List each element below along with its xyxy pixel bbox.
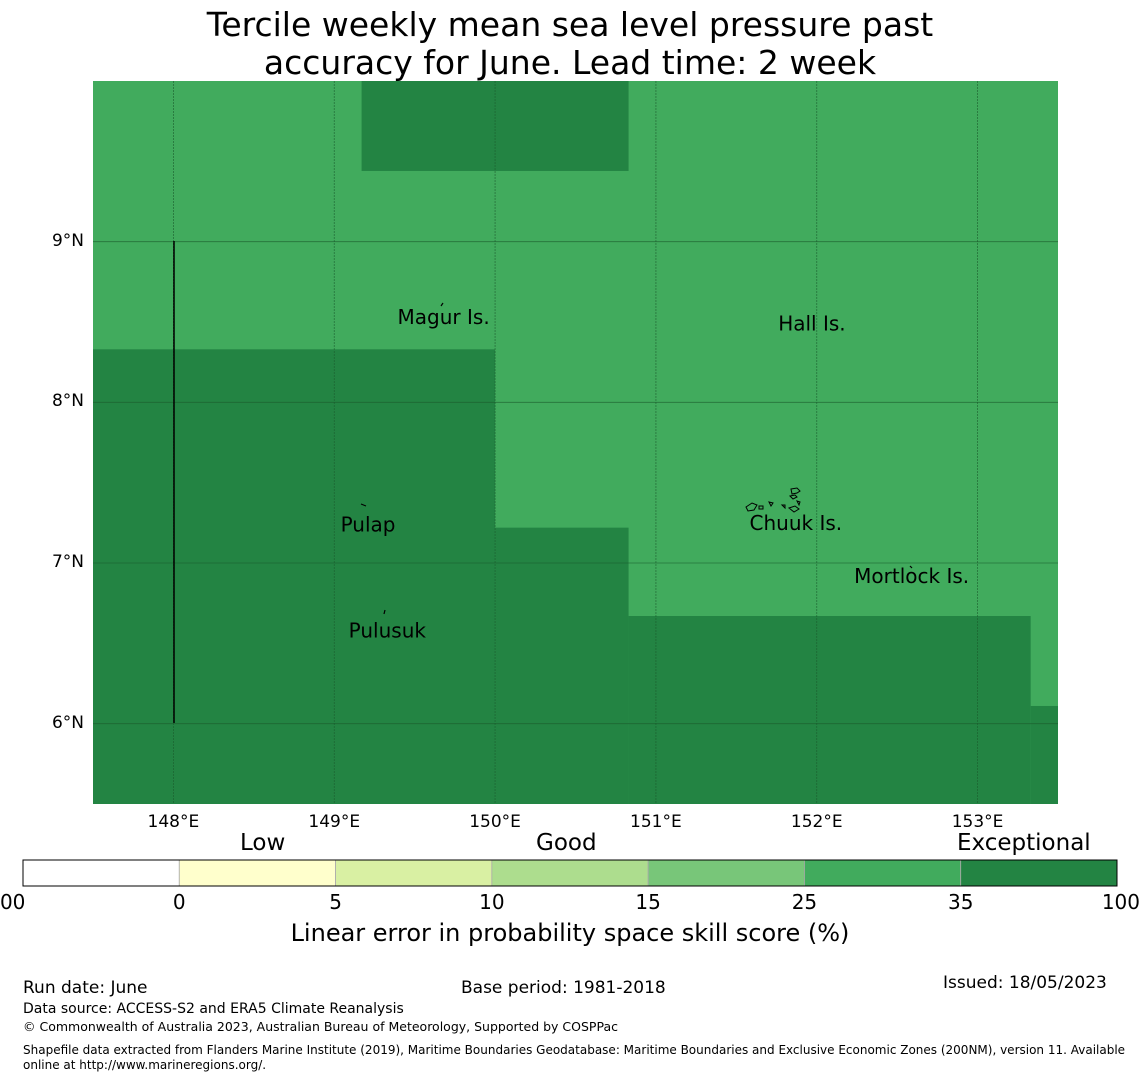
place-label: Pulap bbox=[341, 512, 396, 536]
latitude-label: 7°N bbox=[51, 552, 84, 572]
place-label: Hall Is. bbox=[778, 312, 845, 336]
issued-date: Issued: 18/05/2023 bbox=[943, 973, 1107, 993]
base-period: Base period: 1981-2018 bbox=[461, 978, 666, 998]
colorbar-segment bbox=[647, 859, 805, 887]
colorbar-category-exceptional: Exceptional bbox=[957, 830, 1091, 856]
place-label: Mortlock Is. bbox=[854, 564, 969, 588]
chuuk-islands-outline bbox=[745, 487, 801, 513]
exceptional-region-2 bbox=[495, 527, 629, 804]
colorbar-category-good: Good bbox=[536, 830, 597, 856]
colorbar-frame bbox=[22, 859, 1118, 887]
colorbar-tick-label: 25 bbox=[791, 890, 818, 914]
colorbar-label: Linear error in probability space skill … bbox=[290, 919, 850, 947]
longitude-label: 149°E bbox=[308, 812, 361, 832]
place-label: Chuuk Is. bbox=[750, 511, 843, 535]
latitude-label: 9°N bbox=[51, 230, 84, 251]
colorbar-segment bbox=[960, 859, 1118, 887]
longitude-label: 148°E bbox=[147, 812, 200, 832]
chart-title-line-1: Tercile weekly mean sea level pressure p… bbox=[206, 5, 934, 44]
small-island-marks bbox=[360, 302, 913, 615]
longitude-label: 152°E bbox=[790, 812, 843, 832]
colorbar-tick-label: 0 bbox=[172, 890, 186, 914]
copyright: © Commonwealth of Australia 2023, Austra… bbox=[23, 1019, 618, 1034]
latitude-label: 8°N bbox=[51, 391, 84, 412]
exceptional-region-4 bbox=[1030, 705, 1058, 804]
place-label: Magur Is. bbox=[398, 305, 490, 329]
exceptional-region-3 bbox=[628, 616, 1031, 804]
colorbar-tick-label: 10 bbox=[479, 890, 505, 914]
colorbar-segment bbox=[178, 859, 336, 887]
colorbar-tick-label: 100 bbox=[1101, 890, 1140, 914]
longitude-label: 150°E bbox=[469, 812, 521, 832]
place-label: Pulusuk bbox=[349, 618, 427, 642]
colorbar-tick-label: -100 bbox=[0, 890, 26, 914]
shapefile-credit: Shapefile data extracted from Flanders M… bbox=[23, 1043, 1126, 1072]
colorbar-category-low: Low bbox=[240, 830, 286, 856]
run-date: Run date: June bbox=[23, 978, 148, 998]
exceptional-region-0 bbox=[361, 81, 629, 171]
colorbar-tick-label: 15 bbox=[635, 890, 661, 914]
colorbar-segment bbox=[491, 859, 649, 887]
data-source: Data source: ACCESS-S2 and ERA5 Climate … bbox=[23, 1001, 404, 1017]
latitude-label: 6°N bbox=[51, 712, 84, 733]
exceptional-regions bbox=[93, 81, 1058, 804]
longitude-label: 151°E bbox=[630, 812, 682, 832]
colorbar-segment bbox=[335, 859, 493, 887]
colorbar-segment bbox=[804, 859, 962, 887]
exceptional-region-1 bbox=[93, 349, 496, 804]
colorbar-tick-label: 5 bbox=[329, 890, 342, 914]
colorbar-segment bbox=[22, 859, 180, 887]
longitude-label: 153°E bbox=[951, 812, 1004, 832]
colorbar-tick-label: 35 bbox=[947, 890, 974, 914]
chart-title-line-2: accuracy for June. Lead time: 2 week bbox=[263, 43, 877, 82]
place-labels: Magur Is. Hall Is. Pulap Chuuk Is. Mortlock … bbox=[341, 305, 970, 642]
colorbar bbox=[22, 859, 1118, 887]
